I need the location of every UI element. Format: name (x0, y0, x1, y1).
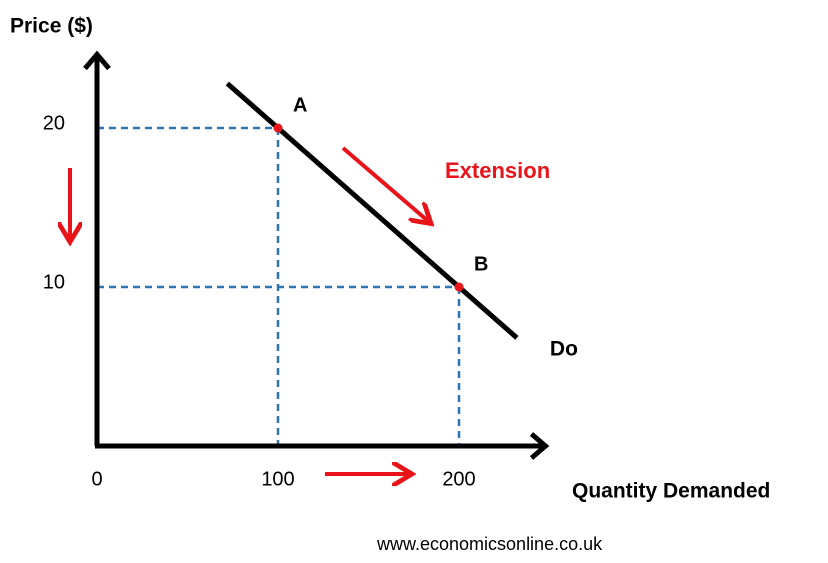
point-label: A (293, 94, 307, 116)
x-tick-label: 0 (91, 468, 102, 490)
extension-arrow (341, 146, 428, 221)
x-axis-arrow (529, 432, 550, 460)
x-axis-label: Quantity Demanded (572, 480, 770, 503)
curve-label: Do (550, 337, 578, 360)
demand-curve (225, 81, 519, 340)
point (273, 123, 283, 133)
source: www.economicsonline.co.uk (376, 534, 603, 554)
point-label: B (474, 253, 488, 275)
x-tick-label: 200 (442, 468, 475, 490)
y-axis-arrow (83, 50, 111, 71)
y-axis-label: Price ($) (10, 15, 93, 38)
annotation: Extension (445, 158, 550, 183)
y-tick-label: 10 (43, 271, 65, 293)
point (454, 282, 464, 292)
y-tick-label: 20 (43, 112, 65, 134)
x-tick-label: 100 (261, 468, 294, 490)
